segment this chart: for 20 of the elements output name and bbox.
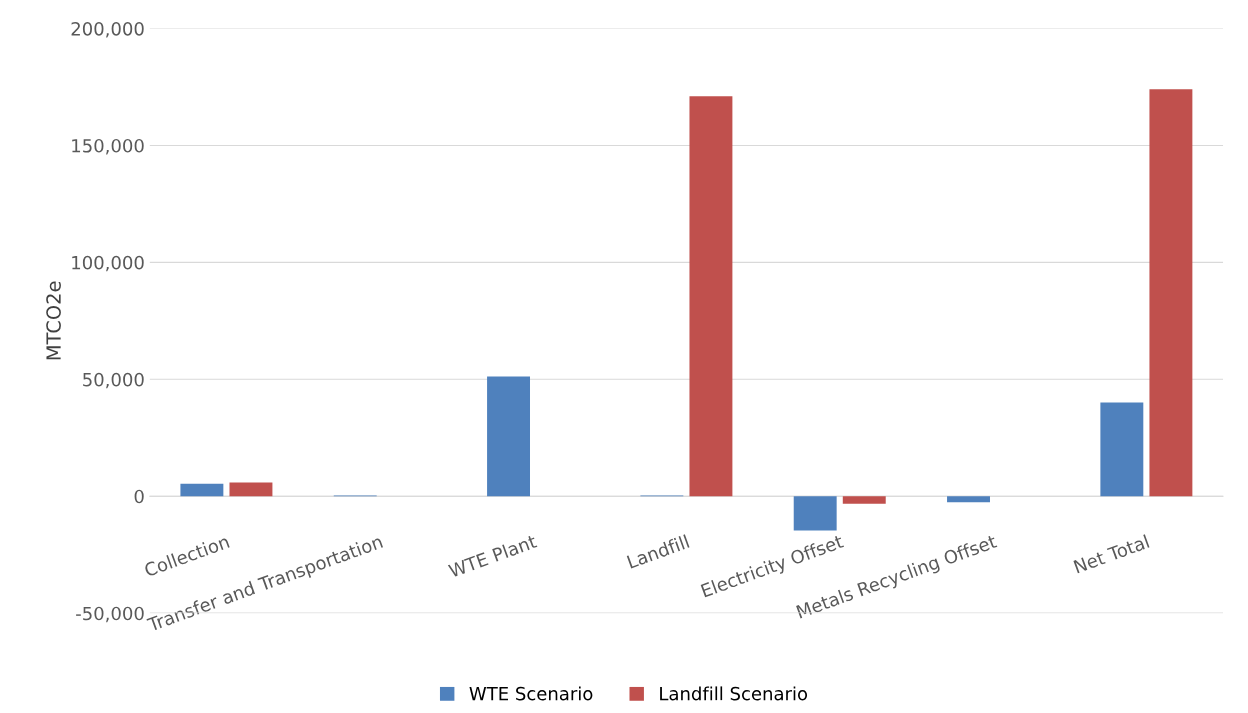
- y-tick-label: -50,000: [76, 606, 144, 623]
- bar: [487, 376, 531, 497]
- bar: [1100, 402, 1144, 497]
- bar: [689, 96, 733, 497]
- bar: [947, 496, 990, 503]
- x-tick-label: Net Total: [1073, 534, 1150, 574]
- y-tick-label: 200,000: [71, 21, 144, 38]
- y-tick-label: 100,000: [72, 255, 144, 272]
- y-tick-label: 150,000: [72, 138, 144, 155]
- bar: [1149, 89, 1193, 497]
- legend-label: Landfill Scenario: [660, 686, 808, 701]
- x-tick-label: WTE Plant: [447, 533, 538, 578]
- bar: [180, 483, 224, 497]
- y-tick-label: 50,000: [83, 372, 144, 389]
- legend-label: WTE Scenario: [469, 686, 593, 701]
- y-axis-title: MTCO2e: [46, 281, 61, 360]
- bar: [229, 482, 273, 497]
- bar: [793, 496, 837, 531]
- y-tick-label: 0: [134, 489, 144, 504]
- bar: [842, 496, 886, 504]
